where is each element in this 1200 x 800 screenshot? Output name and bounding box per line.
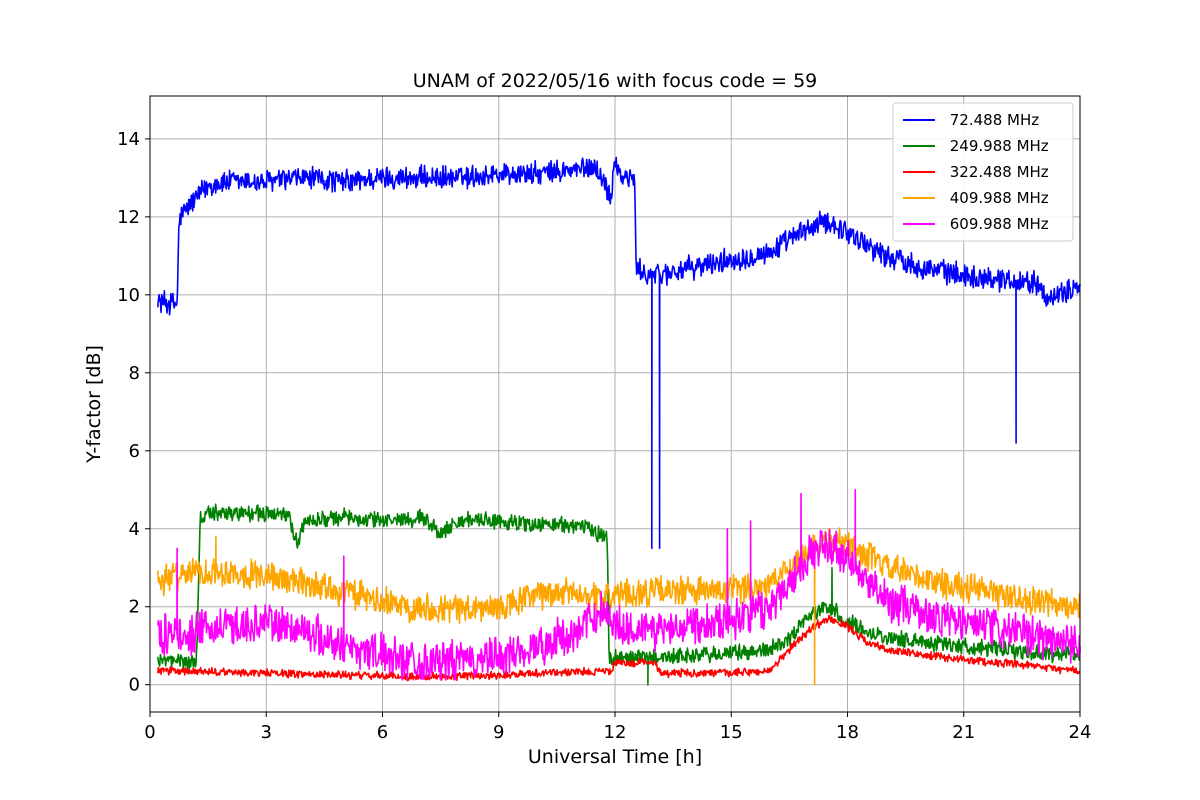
y-tick-label: 4	[129, 519, 140, 540]
y-tick-label: 2	[129, 597, 140, 618]
legend-label: 322.488 MHz	[945, 163, 1049, 181]
legend-label: 72.488 MHz	[945, 111, 1039, 129]
x-tick-label: 9	[493, 722, 504, 743]
x-tick-label: 6	[377, 722, 388, 743]
y-tick-label: 10	[117, 285, 140, 306]
y-axis-title: Y-factor [dB]	[83, 345, 105, 464]
legend-box	[892, 102, 1074, 242]
y-tick-label: 14	[117, 129, 140, 150]
x-tick-label: 21	[952, 722, 975, 743]
x-axis-title: Universal Time [h]	[528, 746, 702, 768]
legend-label: 249.988 MHz	[945, 137, 1049, 155]
x-tick-label: 24	[1069, 722, 1092, 743]
x-tick-label: 18	[836, 722, 859, 743]
x-tick-label: 15	[720, 722, 743, 743]
y-tick-label: 12	[117, 207, 140, 228]
x-tick-label: 3	[261, 722, 272, 743]
series-lines	[157, 156, 1081, 686]
series-line	[157, 614, 1081, 682]
series-line	[157, 527, 1081, 686]
y-tick-label: 0	[129, 675, 140, 696]
legend-label: 409.988 MHz	[945, 189, 1049, 207]
legend: 72.488 MHz 249.988 MHz 322.488 MHz 409.9…	[892, 102, 1074, 242]
chart-title: UNAM of 2022/05/16 with focus code = 59	[413, 70, 818, 92]
x-tick-label: 12	[604, 722, 627, 743]
y-tick-label: 8	[129, 363, 140, 384]
x-tick-label: 0	[144, 722, 155, 743]
series-line	[157, 489, 1081, 681]
series-line	[157, 156, 1081, 550]
legend-label: 609.988 MHz	[945, 215, 1049, 233]
y-tick-label: 6	[129, 441, 140, 462]
